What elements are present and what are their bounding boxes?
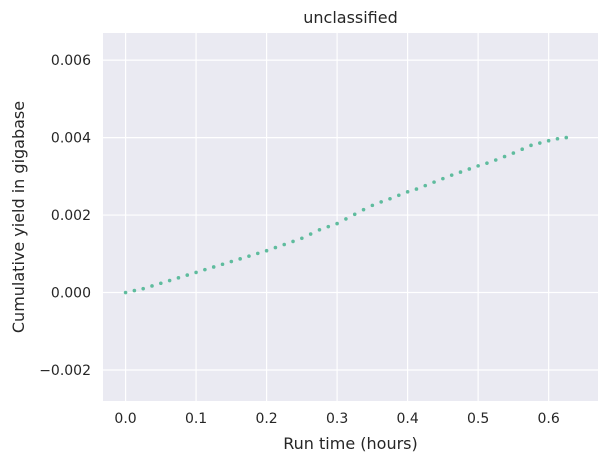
data-point [238,257,242,261]
y-axis-title: Cumulative yield in gigabase [9,101,28,333]
data-point [476,164,480,168]
data-point [308,232,313,236]
data-point [388,196,392,201]
x-tick-label: 0.4 [396,411,418,427]
data-point [511,151,516,155]
data-point [326,224,331,229]
plot-area [103,33,598,401]
data-point [185,273,190,277]
data-point [273,245,278,250]
data-point [361,207,366,212]
data-point [432,180,436,184]
data-point [397,193,401,198]
x-tick-label: 0.2 [255,411,277,427]
data-points [123,135,569,295]
data-point [370,203,375,208]
y-tick-label: 0.002 [51,208,91,224]
data-point [405,190,410,194]
x-tick-label: 0.1 [185,411,207,427]
data-point [414,187,419,191]
data-point [291,239,295,244]
data-point [485,161,489,165]
data-point [555,136,560,141]
y-tick-labels: −0.002 0.000 0.002 0.004 0.006 [39,53,91,379]
y-tick-label: 0.004 [51,131,91,147]
x-axis-title: Run time (hours) [283,434,417,453]
data-point [335,221,339,226]
grid [103,33,598,401]
y-tick-label: 0.006 [51,53,91,69]
data-point [317,227,322,232]
data-point [379,200,383,204]
data-point [502,154,507,159]
data-point [229,259,234,264]
data-point [467,167,472,171]
data-point [423,183,428,188]
data-point [520,147,524,152]
data-point [529,143,533,148]
data-point [123,290,128,295]
x-tick-label: 0.3 [326,411,348,427]
data-point [211,265,216,269]
data-point [132,288,137,293]
data-point [546,138,551,143]
data-point [344,217,348,221]
data-point [493,158,498,162]
x-tick-label: 0.6 [538,411,560,427]
data-point [458,170,463,174]
data-point [352,212,357,217]
data-point [159,281,163,286]
y-tick-label: 0.000 [51,286,91,302]
data-point [176,276,181,280]
data-point [194,270,198,275]
x-tick-labels: 0.0 0.1 0.2 0.3 0.4 0.5 0.6 [114,411,559,427]
data-point [141,286,145,291]
data-point [150,284,154,288]
data-point [255,251,260,256]
data-point [203,267,207,272]
data-point [220,262,225,267]
data-point [300,236,304,241]
x-tick-label: 0.5 [467,411,489,427]
chart-title: unclassified [303,8,398,27]
data-point [282,242,287,247]
data-point [264,248,269,253]
x-tick-label: 0.0 [114,411,136,427]
data-point [449,173,454,177]
data-point [441,176,445,181]
data-point [564,135,569,140]
data-point [167,278,172,283]
y-tick-label: −0.002 [39,363,91,379]
data-point [247,254,251,258]
data-point [538,141,542,145]
